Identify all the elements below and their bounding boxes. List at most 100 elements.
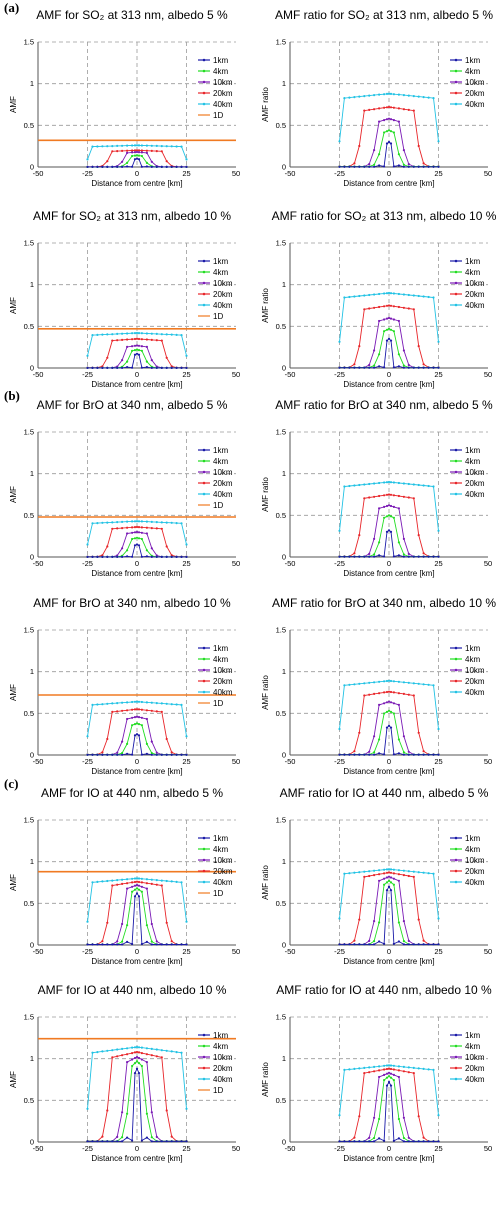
series-40km-point [338, 529, 341, 532]
series-20km-point [385, 106, 389, 109]
series-4km-point [131, 537, 134, 541]
series-1km-point [412, 753, 415, 756]
series-4km-point [387, 129, 391, 132]
y-tick-label: 0.5 [24, 709, 34, 718]
series-1km-point [338, 555, 341, 558]
series-20km-point [363, 497, 366, 500]
series-1km-point [121, 165, 124, 168]
series-4km-point [387, 327, 391, 330]
y-tick-label: 0 [30, 751, 34, 760]
series-1km-point [121, 943, 124, 946]
series-4km-point [402, 1136, 405, 1140]
series-1km-point [131, 753, 134, 756]
series-40km-point [383, 868, 386, 871]
series-40km-point [412, 95, 415, 98]
series-20km-point [402, 306, 405, 309]
series-4km-point [383, 516, 386, 519]
series-40km-point [402, 681, 405, 684]
series-40km-point [383, 93, 386, 96]
series-20km-point [121, 882, 124, 886]
series-4km-point [383, 131, 386, 134]
series-40km-point [126, 878, 129, 881]
series-4km-point [133, 888, 137, 891]
series-40km-point [368, 870, 371, 873]
legend-label-4km: 4km [213, 268, 228, 277]
series-1km-point [133, 734, 137, 737]
series-10km-point [137, 884, 141, 887]
series-10km-point [145, 717, 148, 721]
series-1km-point [101, 943, 104, 946]
legend-marker-10km [454, 281, 458, 285]
series-40km-point [412, 1066, 415, 1069]
series-40km-point [165, 145, 168, 148]
series-1km-point [180, 165, 183, 168]
series-40km-point [145, 332, 148, 335]
series-10km-point [121, 922, 124, 926]
legend-label-1D: 1D [213, 501, 223, 510]
series-1km-point [135, 1067, 139, 1070]
series-10km-point [397, 507, 400, 510]
legend-marker-1km [454, 1033, 458, 1037]
series-40km-point [383, 1064, 386, 1067]
series-40km-point [373, 869, 376, 872]
series-4km-point [397, 153, 400, 156]
series-20km-point [422, 1136, 425, 1139]
series-1km-point [133, 353, 137, 356]
series-40km-point [378, 869, 381, 872]
legend-label-40km: 40km [213, 490, 233, 499]
series-1km-point [91, 943, 94, 946]
series-1km-point [101, 753, 104, 756]
series-10km-point [385, 118, 389, 121]
series-40km-point [437, 140, 440, 143]
legend-marker-4km [454, 459, 458, 463]
series-20km-point [392, 305, 395, 308]
series-40km-point [133, 877, 137, 880]
x-axis-label: Distance from centre [km] [343, 1154, 434, 1163]
y-tick-label: 1.5 [24, 239, 34, 248]
series-40km-point [353, 1067, 356, 1070]
series-40km-point [387, 868, 391, 871]
series-1km-point [387, 337, 391, 340]
series-20km-point [389, 690, 393, 694]
legend-label-4km: 4km [213, 655, 228, 664]
series-20km-point [368, 874, 371, 878]
series-40km-point [348, 295, 351, 299]
series-20km-point [397, 107, 400, 110]
series-1km-point [338, 753, 341, 756]
series-20km-point [422, 939, 425, 942]
series-10km-point [135, 883, 139, 887]
legend-marker-40km [454, 690, 458, 694]
series-20km-point [373, 306, 376, 309]
series-4km-point [140, 1064, 143, 1068]
series-10km-point [126, 345, 129, 348]
series-1km-point [427, 943, 430, 946]
series-20km-point [392, 494, 395, 497]
series-4km-point [126, 1112, 129, 1115]
legend-label-20km: 20km [213, 677, 233, 686]
series-40km-point [111, 879, 114, 882]
series-1km-point [137, 158, 141, 161]
series-1km-point [358, 943, 361, 946]
series-1km-point [91, 165, 94, 168]
series-20km-point [145, 1053, 148, 1056]
series-1km-point [145, 555, 148, 558]
series-20km-point [135, 1050, 139, 1054]
series-1km-point [373, 165, 376, 168]
legend-marker-4km [202, 1044, 206, 1048]
series-1km-point [140, 165, 143, 168]
legend-label-1km: 1km [465, 834, 480, 843]
legend-marker-4km [202, 657, 206, 661]
legend-label-1km: 1km [465, 56, 480, 65]
series-20km-point [412, 308, 415, 311]
series-20km-point [358, 534, 361, 537]
series-20km-point [378, 1069, 381, 1072]
x-tick-label: -25 [334, 1144, 345, 1153]
series-40km-point [432, 296, 435, 299]
series-1km-point [387, 140, 391, 144]
series-20km-point [155, 527, 158, 530]
series-1km-point [437, 753, 440, 756]
series-4km-point [137, 537, 141, 540]
series-1km-point [353, 366, 356, 369]
series-40km-point [126, 144, 129, 147]
series-40km-point [389, 292, 393, 295]
